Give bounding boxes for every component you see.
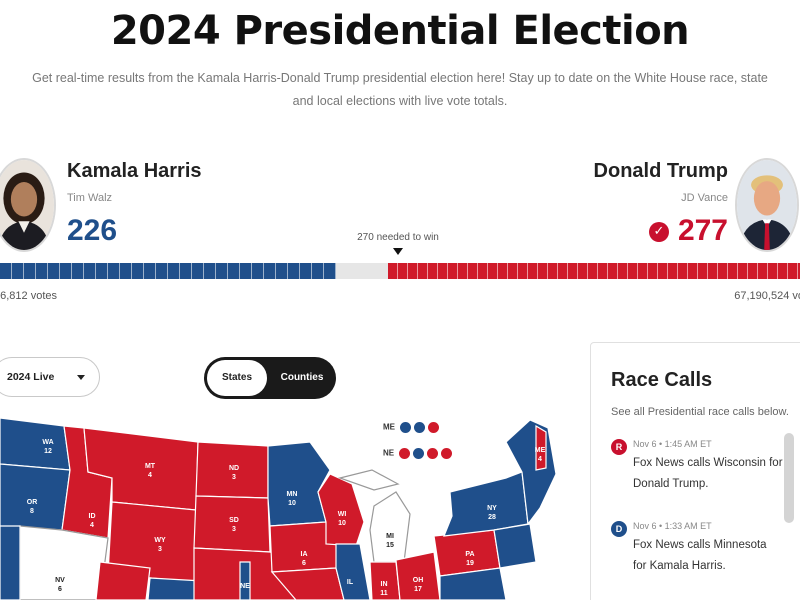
- chevron-down-icon: [77, 375, 85, 380]
- needed-to-win-arrow-icon: [393, 248, 403, 255]
- year-select[interactable]: 2024 Live: [0, 357, 100, 397]
- page-subtitle: Get real-time results from the Kamala Ha…: [32, 71, 768, 108]
- race-calls-scrollbar[interactable]: [784, 433, 794, 523]
- needed-to-win-label: 270 needed to win: [357, 232, 439, 243]
- trump-electoral-votes: 277: [677, 214, 728, 247]
- map-label-wy: WY 3: [154, 537, 166, 553]
- me-district-dot: [428, 422, 440, 433]
- state-ut[interactable]: [95, 561, 151, 600]
- toggle-counties[interactable]: Counties: [280, 372, 324, 383]
- race-calls-title: Race Calls: [611, 369, 713, 391]
- map-label-in: IN 11: [380, 581, 388, 597]
- ne-district-dot: [413, 448, 425, 459]
- race-calls-panel: Race Calls See all Presidential race cal…: [590, 342, 800, 600]
- ne-district-dot: [399, 448, 411, 459]
- map-label-ny: NY 28: [487, 505, 497, 521]
- republican-badge: R: [611, 439, 627, 455]
- harris-electoral-votes: 226: [67, 214, 118, 247]
- state-in[interactable]: [369, 561, 401, 600]
- race-call-text: Fox News calls Minnesota for Kamala Harr…: [633, 539, 767, 572]
- map-label-wi: WI 10: [338, 511, 347, 527]
- map-label-or: OR 8: [27, 499, 38, 515]
- map-label-mn: MN 10: [287, 491, 298, 507]
- trump-popular-votes: 67,190,524 vo: [734, 290, 800, 302]
- trump-bar-fill: [388, 263, 800, 279]
- state-ne-district[interactable]: [239, 561, 251, 600]
- map-label-nd: ND 3: [229, 465, 239, 481]
- ne-district-legend: NE: [383, 448, 453, 459]
- state-nv[interactable]: [19, 525, 109, 600]
- me-district-dot: [400, 422, 412, 433]
- harris-running-mate: Tim Walz: [67, 192, 113, 204]
- map-label-il: IL: [347, 579, 354, 586]
- map-view-toggle[interactable]: States Counties: [204, 357, 336, 399]
- state-nj-md[interactable]: [493, 523, 537, 569]
- map-label-id: ID 4: [89, 513, 96, 529]
- map-label-vt: VT 3: [528, 571, 538, 587]
- map-label-sd: SD 3: [229, 517, 239, 533]
- state-mi[interactable]: [369, 491, 411, 563]
- state-wi[interactable]: [317, 473, 365, 547]
- democrat-badge: D: [611, 521, 627, 537]
- state-or[interactable]: [0, 463, 71, 531]
- trump-name: Donald Trump: [593, 160, 728, 182]
- race-call-time: Nov 6 • 1:45 AM ET: [633, 439, 712, 449]
- harris-popular-votes: 96,812 votes: [0, 290, 57, 302]
- page-title: 2024 Presidential Election: [110, 8, 690, 54]
- state-il[interactable]: [335, 543, 371, 600]
- year-select-value: 2024 Live: [7, 371, 55, 383]
- toggle-states[interactable]: States: [207, 360, 267, 396]
- state-me-district[interactable]: [535, 424, 547, 471]
- trump-avatar: [735, 158, 799, 252]
- map-label-nv: NV 6: [55, 577, 65, 593]
- trump-running-mate: JD Vance: [681, 192, 728, 204]
- race-call-time: Nov 6 • 1:33 AM ET: [633, 521, 712, 531]
- state-sd[interactable]: [193, 495, 271, 553]
- state-mo[interactable]: [270, 567, 345, 600]
- map-label-ia: IA 6: [301, 551, 308, 567]
- me-legend-label: ME: [383, 422, 395, 432]
- race-call-text: Fox News calls Wisconsin for Donald Trum…: [633, 457, 783, 490]
- state-wa[interactable]: [0, 417, 71, 471]
- map-label-mi: MI 15: [386, 533, 394, 549]
- map-label-ne: NE: [240, 583, 250, 590]
- me-district-legend: ME: [383, 422, 440, 433]
- state-ca[interactable]: [0, 525, 21, 600]
- me-district-dot: [414, 422, 426, 433]
- harris-avatar: [0, 158, 56, 252]
- map-label-wa: WA 12: [42, 439, 53, 455]
- ne-district-dot: [441, 448, 453, 459]
- ne-legend-label: NE: [383, 448, 395, 458]
- state-mn[interactable]: [267, 441, 331, 527]
- checkmark-icon: ✓: [649, 222, 669, 242]
- map-label-pa: PA 19: [465, 551, 474, 567]
- map-label-oh: OH 17: [413, 577, 424, 593]
- map-label-me: ME 4: [535, 447, 546, 463]
- map-label-mt: MT 4: [145, 463, 156, 479]
- harris-bar-fill: [0, 263, 337, 279]
- harris-name: Kamala Harris: [67, 160, 202, 182]
- state-oh[interactable]: [395, 551, 441, 600]
- state-va[interactable]: [439, 567, 507, 600]
- ne-district-dot: [427, 448, 439, 459]
- us-electoral-map[interactable]: WA 12 MT 4 ND 3 MN 10 OR 8 ID 4 WY 3 SD 3 WI 10 M…: [0, 412, 580, 600]
- electoral-vote-bar: [0, 263, 800, 279]
- race-calls-subtitle[interactable]: See all Presidential race calls below.: [611, 406, 789, 418]
- state-mi-upper[interactable]: [337, 469, 400, 491]
